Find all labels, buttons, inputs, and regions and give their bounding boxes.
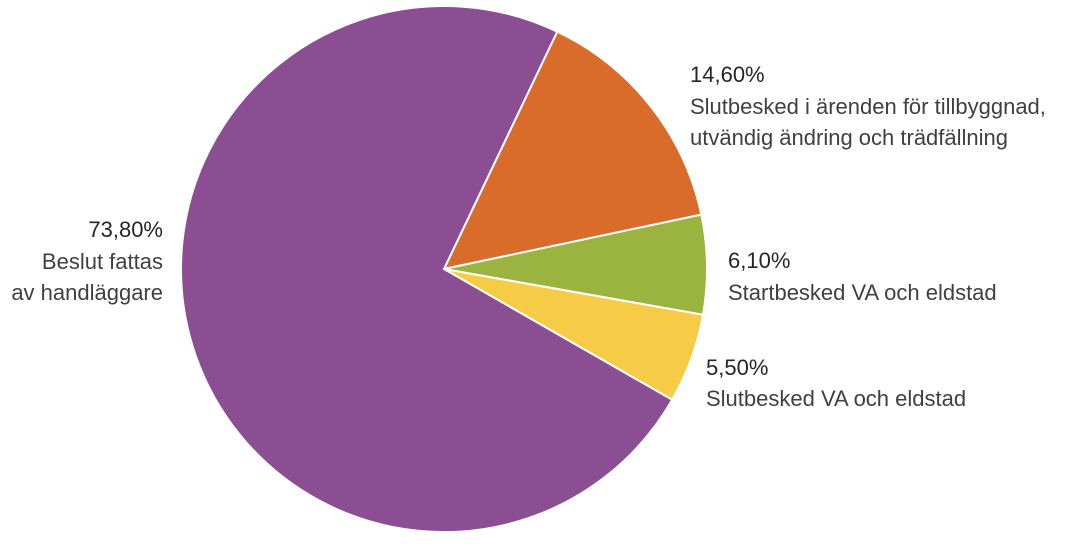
slice-label-group-tillbyggnad: 14,60% Slutbesked i ärenden för tillbygg… [690,62,1046,150]
slice-category-label: Beslut fattas [42,249,163,274]
slice-label-group-slutbesked-va: 5,50% Slutbesked VA och eldstad [706,355,966,411]
slice-category-label: Startbesked VA och eldstad [728,280,997,305]
slice-percent-label: 5,50% [706,355,768,380]
slice-percent-label: 14,60% [690,62,765,87]
pie-slice-handlaggare [180,5,674,533]
slice-percent-label: 73,80% [88,217,163,242]
slice-category-label: utvändig ändring och trädfällning [690,125,1008,150]
pie-slice-tillbyggnad [442,30,703,271]
slice-label-group-startbesked: 6,10% Startbesked VA och eldstad [728,248,997,305]
slice-category-label: Slutbesked i ärenden för tillbyggnad, [690,94,1046,119]
pie-slices [180,5,708,533]
slice-label-group-handlaggare: 73,80% Beslut fattas av handläggare [11,217,163,305]
slice-category-label: Slutbesked VA och eldstad [706,386,966,411]
slice-percent-label: 6,10% [728,248,790,273]
slice-category-label: av handläggare [11,280,163,305]
